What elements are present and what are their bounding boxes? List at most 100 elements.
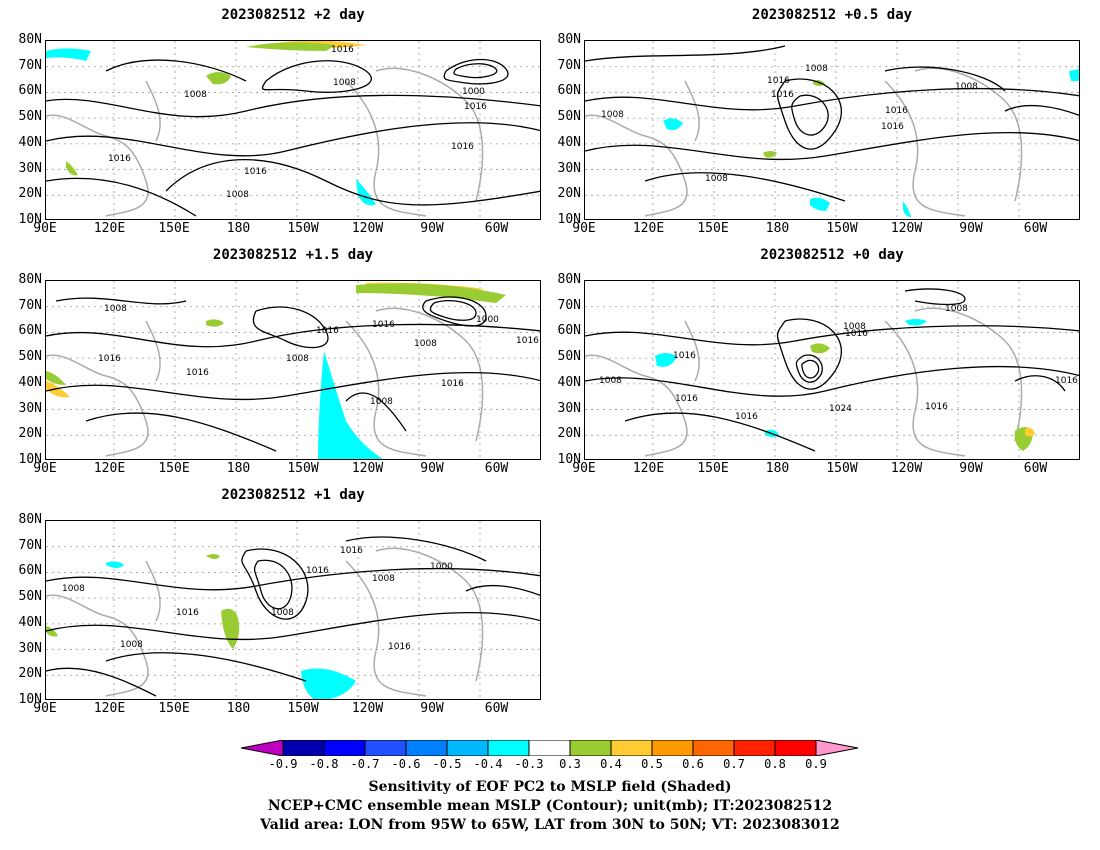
coastline: [585, 307, 1023, 457]
lat-tick-label: 40N: [18, 374, 42, 390]
lon-tick-label: 180: [765, 221, 790, 236]
sensitivity-shading: [46, 48, 91, 61]
mslp-contour: [443, 58, 509, 85]
lon-tick-label: 150W: [287, 221, 319, 236]
lat-tick-label: 60N: [557, 83, 581, 99]
mslp-contour: [904, 288, 966, 306]
colorbar-swatch: [733, 740, 776, 756]
lon-tick-label: 60W: [484, 221, 509, 236]
contour-label: 1008: [843, 322, 866, 332]
caption-line-3: Valid area: LON from 95W to 65W, LAT fro…: [260, 817, 840, 833]
contour-label: 1016: [1055, 376, 1078, 386]
lon-tick-label: 150E: [697, 461, 729, 476]
mslp-contour: [1014, 375, 1066, 392]
contour-label: 1016: [464, 102, 487, 112]
contour-label: 1016: [675, 394, 698, 404]
mslp-contour: [585, 325, 1079, 346]
lon-tick-label: 150E: [158, 221, 190, 236]
lat-tick-label: 10N: [18, 212, 42, 227]
mslp-contour: [429, 299, 477, 321]
mslp-contour: [46, 94, 540, 118]
colorbar-swatch: [815, 740, 859, 756]
contour-label: 1016: [516, 336, 539, 346]
lon-tick-label: 60W: [1023, 461, 1048, 476]
caption-line-1: Sensitivity of EOF PC2 to MSLP field (Sh…: [368, 779, 732, 795]
colorbar-label: 0.5: [641, 757, 663, 771]
colorbar-label: -0.4: [473, 757, 503, 771]
sensitivity-shading: [246, 42, 336, 51]
mslp-contour: [105, 59, 247, 82]
mslp-contour: [165, 159, 540, 206]
contour-label: 1008: [599, 376, 622, 386]
contour-label: 1016: [881, 122, 904, 132]
contour-label: 1016: [451, 142, 474, 152]
lat-tick-label: 40N: [557, 134, 581, 150]
colorbar-label: -0.8: [309, 757, 339, 771]
colorbar-swatch: [405, 740, 448, 756]
mslp-contour: [644, 172, 846, 202]
lat-tick-label: 60N: [18, 563, 42, 579]
lat-tick-label: 80N: [557, 272, 581, 287]
contour-label: 1008: [372, 574, 395, 584]
contour-label: 1016: [176, 608, 199, 618]
contour-label: 1016: [673, 351, 696, 361]
sensitivity-shading: [66, 161, 78, 176]
lat-tick-label: 40N: [18, 614, 42, 630]
lat-tick-label: 30N: [18, 640, 42, 656]
colorbar: [241, 740, 859, 756]
sensitivity-shading: [356, 179, 376, 206]
sensitivity-shading: [206, 319, 224, 327]
sensitivity-shading: [46, 371, 66, 385]
mslp-contour: [884, 66, 1006, 92]
colorbar-swatch: [282, 740, 325, 756]
sensitivity-shading: [763, 151, 777, 158]
lon-tick-label: 150W: [287, 461, 319, 476]
panel-title-plus1day: 2023082512 +1 day: [221, 487, 365, 503]
colorbar-swatch: [651, 740, 694, 756]
mslp-contour: [422, 296, 487, 327]
colorbar-label: 0.3: [559, 757, 581, 771]
caption-line-2: NCEP+CMC ensemble mean MSLP (Contour); u…: [267, 798, 833, 814]
contour-label: 1008: [955, 82, 978, 92]
lat-tick-label: 20N: [557, 186, 581, 202]
contour-label: 1000: [462, 87, 485, 97]
lat-tick-label: 10N: [18, 452, 42, 467]
contour-label: 1024: [829, 404, 852, 414]
lat-tick-label: 10N: [18, 692, 42, 707]
contour-label: 1016: [244, 167, 267, 177]
lon-tick-label: 120E: [632, 461, 665, 476]
contour-label: 1016: [306, 566, 329, 576]
lat-tick-label: 30N: [557, 160, 581, 176]
mslp-contour: [795, 354, 823, 383]
lat-tick-label: 80N: [18, 512, 42, 527]
lon-tick-label: 180: [226, 701, 251, 716]
panel-title-plus0p5day: 2023082512 +0.5 day: [751, 7, 913, 23]
mslp-contour: [261, 60, 372, 93]
lon-tick-label: 120W: [351, 461, 384, 476]
mslp-contour: [465, 584, 540, 596]
contour-label: 1016: [771, 90, 794, 100]
mslp-contour: [345, 536, 487, 562]
contour-label: 1008: [945, 304, 968, 314]
contour-label: 1008: [601, 110, 624, 120]
colorbar-swatch: [487, 740, 530, 756]
colorbar-label: -0.3: [514, 757, 544, 771]
lat-tick-label: 20N: [18, 666, 42, 682]
sensitivity-shading: [905, 319, 927, 326]
map-svg: 1016 1016 1008 1000 1008 1016 1008 1008 1016: [46, 521, 540, 699]
lon-tick-label: 90W: [420, 221, 444, 236]
colorbar-swatch: [323, 740, 366, 756]
contour-label: 1016: [845, 329, 868, 339]
contour-label: 1008: [805, 64, 828, 74]
mslp-contour: [791, 94, 829, 136]
contour-label: 1008: [120, 640, 143, 650]
contour-label: 1016: [331, 45, 354, 55]
map-panel-plus0day: 1008 1016 1016 1008 1016 1024 1016 1008 1016 1016: [584, 280, 1080, 460]
lat-tick-label: 30N: [557, 400, 581, 416]
coastline: [46, 67, 484, 217]
mslp-contour: [46, 122, 540, 157]
colorbar-label: -0.7: [350, 757, 380, 771]
lat-tick-label: 60N: [18, 83, 42, 99]
lon-tick-label: 90W: [420, 461, 444, 476]
contour-label: 1008: [286, 354, 309, 364]
